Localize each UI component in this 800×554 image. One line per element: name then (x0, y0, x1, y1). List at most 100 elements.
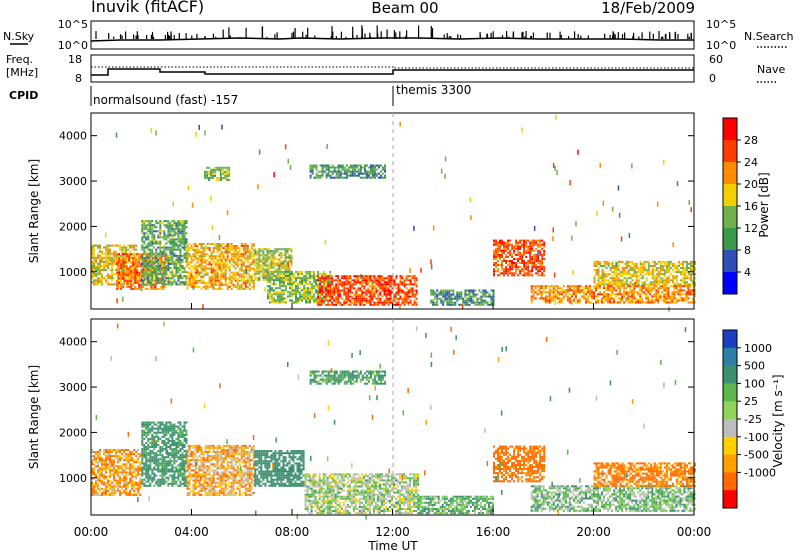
heatmap-cell (615, 281, 618, 284)
heatmap-cell (409, 301, 412, 304)
heatmap-cell (272, 260, 275, 263)
heatmap-cell (159, 246, 162, 249)
heatmap-cell (141, 244, 144, 247)
heatmap-cell (171, 262, 174, 265)
heatmap-cell (230, 259, 233, 262)
heatmap-cell (151, 277, 154, 280)
heatmap-cell (355, 279, 358, 282)
heatmap-cell (270, 256, 273, 259)
heatmap-cell (165, 220, 168, 223)
heatmap-cell (145, 236, 148, 239)
heatmap-cell (355, 275, 358, 278)
heatmap-cell (214, 166, 217, 169)
heatmap-cell (97, 471, 99, 474)
heatmap-cell (383, 279, 386, 282)
heatmap-cell (317, 283, 320, 286)
heatmap-cell (643, 262, 646, 265)
heatmap-cell (254, 274, 257, 277)
heatmap-cell (615, 289, 618, 292)
heatmap-cell (493, 239, 495, 242)
heatmap-cell (319, 295, 322, 298)
heatmap-cell (525, 274, 528, 277)
heatmap-cell (171, 252, 174, 255)
heatmap-cell (140, 265, 143, 268)
heatmap-cell (663, 283, 666, 286)
heatmap-cell (647, 265, 650, 267)
heatmap-cell (454, 301, 457, 304)
heatmap-cell (351, 166, 354, 169)
heatmap-cell (262, 270, 265, 273)
heatmap-cell (278, 279, 281, 282)
heatmap-cell (393, 303, 396, 306)
heatmap-cell (369, 295, 372, 298)
heatmap-cell (256, 276, 259, 279)
heatmap-cell (113, 258, 116, 261)
heatmap-cell (101, 481, 103, 484)
heatmap-cell (503, 241, 505, 244)
heatmap-cell (337, 291, 340, 294)
heatmap-cell (641, 277, 644, 280)
heatmap-cell (244, 245, 247, 247)
heatmap-cell (438, 291, 441, 294)
heatmap-cell (130, 265, 133, 268)
heatmap-cell (242, 243, 245, 245)
heatmap-cell (317, 299, 320, 302)
heatmap-cell (349, 170, 352, 173)
heatmap-cell (353, 287, 356, 290)
heatmap-cell (482, 293, 485, 296)
heatmap-cell (629, 301, 632, 304)
heatmap-cell (101, 461, 103, 464)
heatmap-cell (240, 253, 243, 256)
heatmap-cell (254, 260, 257, 263)
heatmap-cell (175, 244, 178, 247)
heatmap-cell (653, 260, 656, 263)
heatmap-cell (541, 253, 544, 256)
heatmap-cell (357, 281, 360, 284)
heatmap-cell (93, 469, 95, 472)
heatmap-cell (145, 254, 148, 257)
heatmap-cell (371, 297, 374, 300)
heatmap-cell (272, 299, 275, 302)
heatmap-cell (542, 299, 545, 302)
scatter-cell (552, 163, 555, 168)
heatmap-cell (365, 279, 368, 282)
heatmap-cell (629, 260, 632, 263)
heatmap-cell (589, 291, 591, 294)
heatmap-cell (240, 259, 243, 262)
heatmap-cell (95, 493, 97, 496)
heatmap-cell (665, 271, 668, 274)
heatmap-cell (523, 264, 526, 267)
heatmap-cell (434, 297, 437, 300)
heatmap-cell (123, 281, 126, 284)
heatmap-cell (369, 172, 372, 175)
heatmap-cell (234, 267, 237, 270)
heatmap-cell (359, 166, 362, 169)
heatmap-cell (266, 264, 269, 267)
heatmap-cell (659, 265, 662, 267)
heatmap-cell (97, 254, 99, 257)
heatmap-cell (198, 285, 201, 288)
heatmap-cell (232, 283, 235, 286)
heatmap-cell (208, 255, 211, 258)
heatmap-cell (118, 277, 121, 280)
heatmap-cell (280, 252, 283, 255)
heatmap-cell (671, 281, 674, 284)
heatmap-cell (399, 281, 402, 284)
heatmap-cell (319, 287, 322, 290)
heatmap-cell (91, 275, 93, 278)
heatmap-cell (667, 279, 670, 282)
heatmap-cell (309, 168, 312, 171)
heatmap-cell (138, 275, 141, 278)
heatmap-cell (333, 285, 336, 288)
heatmap-cell (613, 265, 616, 267)
heatmap-cell (329, 270, 332, 273)
heatmap-cell (556, 291, 559, 294)
heatmap-cell (282, 260, 285, 263)
heatmap-cell (488, 303, 491, 306)
heatmap-cell (647, 289, 650, 292)
heatmap-cell (655, 281, 658, 284)
heatmap-cell (690, 283, 692, 286)
heatmap-cell (359, 299, 362, 302)
heatmap-cell (91, 246, 93, 249)
heatmap-cell (220, 247, 223, 250)
